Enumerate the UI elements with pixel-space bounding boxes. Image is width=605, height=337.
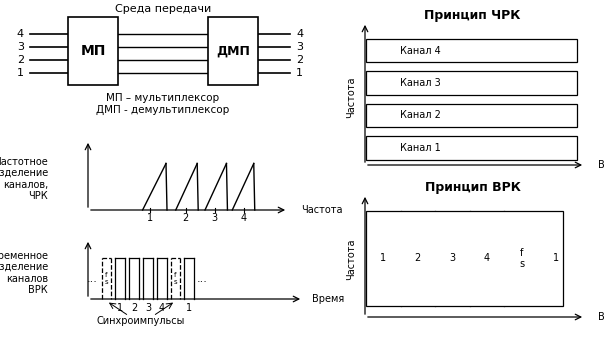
Text: f
s: f s bbox=[174, 272, 177, 285]
Text: 2: 2 bbox=[131, 303, 137, 313]
Text: Время: Время bbox=[312, 294, 344, 304]
Text: Канал 2: Канал 2 bbox=[400, 111, 441, 120]
Text: 4: 4 bbox=[159, 303, 165, 313]
Text: 2: 2 bbox=[17, 55, 24, 65]
Text: Частота: Частота bbox=[301, 205, 342, 215]
Text: 3: 3 bbox=[212, 213, 218, 223]
Text: 3: 3 bbox=[145, 303, 151, 313]
Text: Среда передачи: Среда передачи bbox=[115, 4, 211, 14]
Text: 1: 1 bbox=[186, 303, 192, 313]
Text: 3: 3 bbox=[296, 42, 303, 52]
Bar bbox=[366, 71, 577, 95]
Text: Частота: Частота bbox=[346, 239, 356, 280]
Bar bbox=[208, 17, 258, 85]
Text: Время: Время bbox=[598, 312, 605, 322]
Text: Частота: Частота bbox=[346, 77, 356, 118]
Text: 3: 3 bbox=[17, 42, 24, 52]
Text: Канал 1: Канал 1 bbox=[400, 143, 441, 153]
Text: 2: 2 bbox=[182, 213, 189, 223]
Text: 2: 2 bbox=[296, 55, 303, 65]
Text: ...: ... bbox=[197, 274, 208, 284]
Text: 2: 2 bbox=[414, 253, 421, 263]
Text: ДМП: ДМП bbox=[216, 44, 250, 58]
Text: 1: 1 bbox=[17, 68, 24, 78]
Text: f
s: f s bbox=[519, 248, 524, 269]
Text: ДМП - демультиплексор: ДМП - демультиплексор bbox=[96, 105, 230, 115]
Text: 3: 3 bbox=[450, 253, 456, 263]
Text: Синхроимпульсы: Синхроимпульсы bbox=[97, 316, 185, 326]
Text: f
s: f s bbox=[105, 272, 108, 285]
Text: 1: 1 bbox=[117, 303, 123, 313]
Text: 4: 4 bbox=[296, 29, 303, 39]
Text: Частотное
разделение
каналов,
ЧРК: Частотное разделение каналов, ЧРК bbox=[0, 157, 48, 202]
Bar bbox=[366, 211, 563, 306]
Text: Временное
разделение
каналов
ВРК: Временное разделение каналов ВРК bbox=[0, 251, 48, 296]
Text: Канал 3: Канал 3 bbox=[400, 78, 441, 88]
Text: Канал 4: Канал 4 bbox=[400, 45, 441, 56]
Bar bbox=[366, 136, 577, 160]
Text: Принцип ЧРК: Принцип ЧРК bbox=[424, 9, 521, 23]
Text: ...: ... bbox=[87, 274, 97, 284]
Text: МП: МП bbox=[80, 44, 106, 58]
Text: МП – мультиплексор: МП – мультиплексор bbox=[106, 93, 220, 103]
Text: 1: 1 bbox=[553, 253, 559, 263]
Text: 4: 4 bbox=[241, 213, 247, 223]
Text: 4: 4 bbox=[17, 29, 24, 39]
Text: 1: 1 bbox=[148, 213, 154, 223]
Bar bbox=[68, 17, 118, 85]
Text: Время: Время bbox=[598, 160, 605, 170]
Text: 1: 1 bbox=[296, 68, 303, 78]
Text: 1: 1 bbox=[380, 253, 387, 263]
Bar bbox=[366, 39, 577, 62]
Bar bbox=[366, 103, 577, 127]
Text: 4: 4 bbox=[484, 253, 490, 263]
Text: Принцип ВРК: Принцип ВРК bbox=[425, 182, 520, 194]
